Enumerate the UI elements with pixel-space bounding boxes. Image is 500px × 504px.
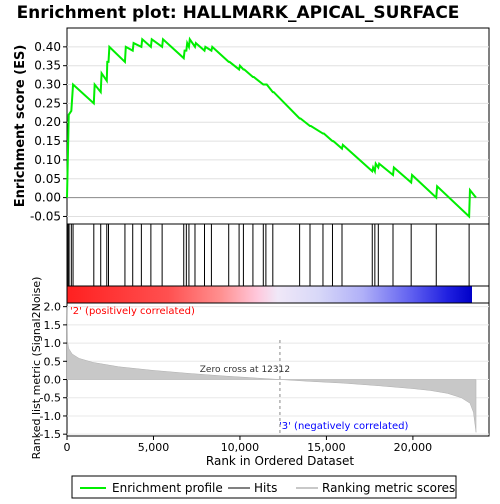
hits-panel-frame [66, 223, 490, 287]
metric-y-ticks: -1.5 -1.0 -0.5 0.0 0.5 1.0 1.5 2.0 [40, 301, 67, 441]
es-y-tick-label: 0.00 [34, 191, 61, 205]
metric-y-tick-label: -0.5 [40, 392, 61, 405]
enrichment-profile-line [66, 36, 477, 219]
metric-y-tick-label: -1.0 [40, 410, 61, 423]
rank-color-bar [66, 285, 490, 304]
es-y-tick-label: 0.40 [34, 40, 61, 54]
x-tick-label: 20,000 [394, 441, 433, 454]
metric-y-tick-label: 1.5 [44, 319, 62, 332]
es-y-tick-label: 0.25 [34, 96, 61, 110]
es-y-tick-label: 0.15 [34, 134, 61, 148]
es-panel-frame [66, 27, 490, 225]
metric-y-tick-label: 0.0 [44, 374, 62, 387]
chart-title: Enrichment plot: HALLMARK_APICAL_SURFACE [17, 3, 460, 23]
metric-y-tick-label: -1.5 [40, 428, 61, 441]
es-y-axis-label: Enrichment score (ES) [13, 45, 28, 208]
metric-panel: Zero cross at 12312 '2' (positively corr… [30, 277, 490, 468]
metric-y-tick-label: 1.0 [44, 337, 62, 350]
x-tick-label: 15,000 [307, 441, 346, 454]
legend-box [71, 475, 457, 499]
negative-correlation-label: '3' (negatively correlated) [279, 421, 408, 432]
es-y-tick-label: 0.30 [34, 78, 61, 92]
positive-correlation-label: '2' (positively correlated) [70, 306, 195, 317]
x-tick-label: 10,000 [221, 441, 260, 454]
es-y-tick-label: 0.10 [34, 153, 61, 167]
es-y-tick-label: 0.35 [34, 59, 61, 73]
legend-label-enrichment: Enrichment profile [112, 481, 223, 495]
es-y-tick-label: -0.05 [30, 209, 61, 223]
zero-cross-label: Zero cross at 12312 [200, 365, 290, 375]
metric-y-axis-label: Ranked list metric (Signal2Noise) [30, 277, 43, 460]
metric-y-tick-label: 2.0 [44, 301, 62, 314]
legend-label-hits: Hits [254, 481, 277, 495]
es-y-tick-label: 0.20 [34, 115, 61, 129]
hit-marks [67, 224, 470, 286]
x-tick-label: 0 [64, 441, 71, 454]
es-y-ticks: -0.05 0.00 0.05 0.10 0.15 0.20 0.25 0.30 0.35 0.4… [30, 40, 67, 223]
x-tick-label: 5,000 [138, 441, 170, 454]
metric-x-ticks: 0 5,000 10,000 15,000 20,000 [64, 436, 433, 454]
hits-panel [66, 223, 490, 287]
es-y-tick-label: 0.05 [34, 172, 61, 186]
legend: Enrichment profile Hits Ranking metric s… [71, 475, 457, 499]
es-grid [67, 46, 489, 217]
legend-label-metric: Ranking metric scores [322, 481, 455, 495]
es-panel: -0.05 0.00 0.05 0.10 0.15 0.20 0.25 0.30 0.35 0.4… [13, 27, 490, 225]
ranking-metric-area [66, 306, 477, 433]
x-axis-label: Rank in Ordered Dataset [206, 454, 354, 468]
metric-y-tick-label: 0.5 [44, 355, 62, 368]
rank-gradient [67, 286, 472, 303]
